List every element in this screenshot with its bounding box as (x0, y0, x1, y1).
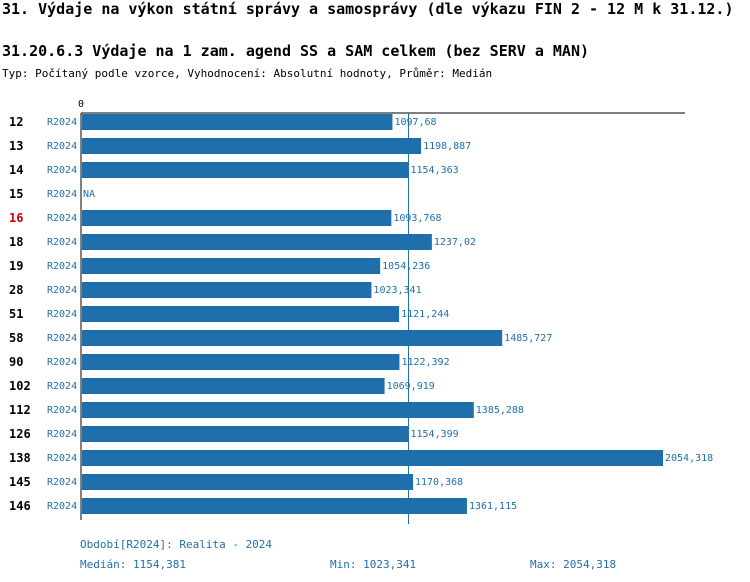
category-label: 18 (9, 235, 23, 249)
value-label: NA (83, 189, 95, 200)
period-label: R2024 (47, 117, 77, 128)
category-label: 16 (9, 211, 23, 225)
category-label: 102 (9, 379, 31, 393)
period-label: R2024 (47, 429, 77, 440)
bar (82, 402, 474, 418)
period-label: R2024 (47, 261, 77, 272)
bar (82, 114, 393, 130)
bar (82, 426, 409, 442)
period-label: R2024 (47, 405, 77, 416)
bar (82, 354, 400, 370)
period-label: R2024 (47, 357, 77, 368)
value-label: 1069,919 (387, 381, 435, 392)
category-label: 14 (9, 163, 23, 177)
bar (82, 378, 385, 394)
category-label: 90 (9, 355, 23, 369)
category-label: 145 (9, 475, 31, 489)
bar (82, 450, 664, 466)
footer-max: Max: 2054,318 (530, 558, 617, 571)
period-label: R2024 (47, 189, 77, 200)
chart-title: 31. Výdaje na výkon státní správy a samo… (2, 0, 734, 18)
footer-min: Min: 1023,341 (330, 558, 417, 571)
value-label: 1170,368 (415, 477, 463, 488)
category-label: 51 (9, 307, 23, 321)
value-label: 1097,68 (394, 117, 436, 128)
category-label: 146 (9, 499, 31, 513)
period-label: R2024 (47, 237, 77, 248)
bar (82, 210, 392, 226)
category-label: 19 (9, 259, 23, 273)
period-label: R2024 (47, 309, 77, 320)
category-label: 28 (9, 283, 23, 297)
period-label: R2024 (47, 381, 77, 392)
value-label: 1121,244 (401, 309, 449, 320)
footer-median: Medián: 1154,381 (80, 558, 186, 571)
bar (82, 258, 381, 274)
bar (82, 162, 409, 178)
period-label: R2024 (47, 477, 77, 488)
footer-period: Období[R2024]: Realita - 2024 (80, 538, 273, 551)
bar (82, 282, 372, 298)
bar (82, 498, 467, 514)
value-label: 1237,02 (434, 237, 476, 248)
value-label: 1154,363 (410, 165, 458, 176)
category-label: 138 (9, 451, 31, 465)
category-label: 58 (9, 331, 23, 345)
period-label: R2024 (47, 501, 77, 512)
axis-zero-label: 0 (78, 99, 84, 110)
value-label: 1154,399 (410, 429, 458, 440)
chart-subtitle: 31.20.6.3 Výdaje na 1 zam. agend SS a SA… (2, 42, 589, 60)
period-label: R2024 (47, 333, 77, 344)
category-label: 126 (9, 427, 31, 441)
bar (82, 306, 400, 322)
value-label: 2054,318 (665, 453, 713, 464)
period-label: R2024 (47, 141, 77, 152)
category-label: 13 (9, 139, 23, 153)
period-label: R2024 (47, 165, 77, 176)
category-label: 15 (9, 187, 23, 201)
bar (82, 234, 432, 250)
chart-type-description: Typ: Počítaný podle vzorce, Vyhodnocení:… (2, 67, 493, 80)
bar (82, 330, 503, 346)
period-label: R2024 (47, 285, 77, 296)
value-label: 1093,768 (393, 213, 441, 224)
bar (82, 474, 414, 490)
value-label: 1485,727 (504, 333, 552, 344)
value-label: 1023,341 (373, 285, 421, 296)
value-label: 1361,115 (469, 501, 517, 512)
bar (82, 138, 422, 154)
period-label: R2024 (47, 453, 77, 464)
category-label: 112 (9, 403, 31, 417)
period-label: R2024 (47, 213, 77, 224)
value-label: 1198,887 (423, 141, 471, 152)
value-label: 1054,236 (382, 261, 430, 272)
category-label: 12 (9, 115, 23, 129)
value-label: 1122,392 (401, 357, 449, 368)
value-label: 1385,288 (476, 405, 524, 416)
